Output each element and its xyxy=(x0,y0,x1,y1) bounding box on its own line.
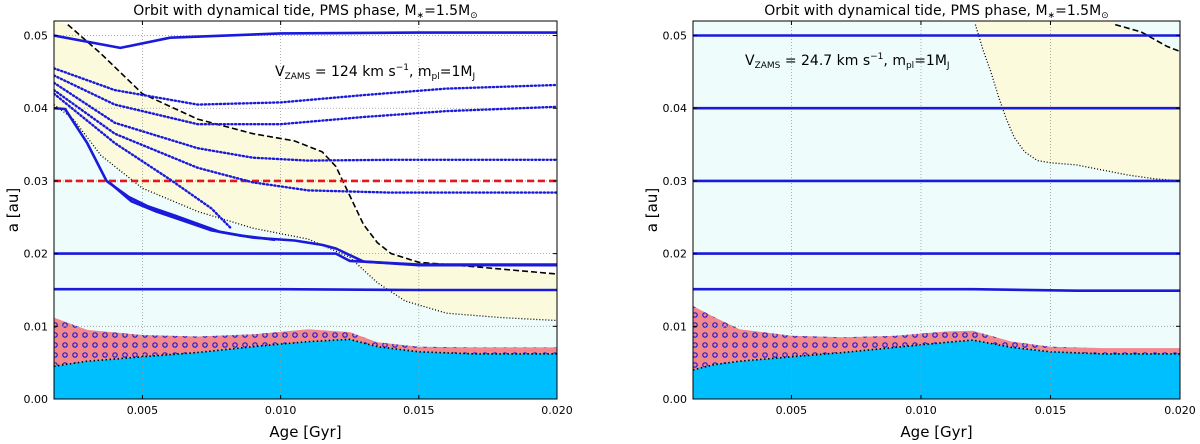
series-orbit-0.04 xyxy=(54,106,557,267)
annotation-params: VZAMS = 124 km s−1, mpl=1MJ xyxy=(275,63,475,82)
annot-sep: , m xyxy=(409,64,432,80)
annot-v-value: = 124 km s xyxy=(310,64,395,80)
annot-m-value: =1M xyxy=(914,53,947,69)
title-sun-subscript: ⊙ xyxy=(470,11,478,21)
title-mass: =1.5M xyxy=(1055,3,1101,19)
x-axis-label: Age [Gyr] xyxy=(269,423,341,441)
x-tick-label: 0.020 xyxy=(1164,404,1196,417)
y-tick-label: 0.00 xyxy=(663,393,688,406)
x-tick-label: 0.010 xyxy=(265,404,297,417)
annot-m-sub: pl xyxy=(906,61,914,71)
annot-m-value: =1M xyxy=(440,64,473,80)
chart-title: Orbit with dynamical tide, PMS phase, M∗… xyxy=(133,3,477,21)
annot-m-unit-sub: J xyxy=(471,72,475,82)
y-tick-label: 0.01 xyxy=(24,320,49,333)
annot-v: V xyxy=(745,53,755,69)
series-dotted-4 xyxy=(54,88,557,194)
annot-v-exp: −1 xyxy=(396,63,409,73)
y-tick-label: 0.01 xyxy=(663,320,688,333)
corotation-lower-line xyxy=(974,24,1180,182)
series-dotted-3 xyxy=(54,81,557,162)
star-radius-line xyxy=(693,339,1180,371)
x-tick-label: 0.015 xyxy=(403,404,435,417)
x-tick-label: 0.010 xyxy=(905,404,937,417)
y-tick-label: 0.02 xyxy=(663,248,688,261)
chart-title: Orbit with dynamical tide, PMS phase, M∗… xyxy=(764,3,1108,21)
corotation-cyan-region xyxy=(54,104,557,399)
y-tick-label: 0.02 xyxy=(24,248,49,261)
y-tick-label: 0.04 xyxy=(663,102,688,115)
y-tick-label: 0.05 xyxy=(663,30,688,43)
title-mass: =1.5M xyxy=(424,3,470,19)
series-orbit-0.04-branch xyxy=(108,181,276,242)
y-tick-label: 0.03 xyxy=(663,175,688,188)
annotation-params: VZAMS = 24.7 km s−1, mpl=1MJ xyxy=(745,52,950,71)
x-tick-label: 0.005 xyxy=(776,404,808,417)
title-text: Orbit with dynamical tide, PMS phase, M xyxy=(133,3,416,19)
x-tick-label: 0.020 xyxy=(541,404,573,417)
annot-m-unit-sub: J xyxy=(946,61,950,71)
annot-v: V xyxy=(275,64,285,80)
axes-frame xyxy=(692,20,1181,400)
y-tick-label: 0.03 xyxy=(24,175,49,188)
annot-v-sub: ZAMS xyxy=(285,72,311,82)
star-envelope-pattern xyxy=(693,306,1180,370)
series-dotted-5 xyxy=(54,92,233,230)
y-tick-label: 0.00 xyxy=(24,393,49,406)
annot-v-value: = 24.7 km s xyxy=(780,53,870,69)
series-orbit-0.015 xyxy=(693,287,1180,293)
series-dotted-1 xyxy=(54,67,557,106)
y-tick-label: 0.05 xyxy=(24,30,49,43)
title-star-subscript: ∗ xyxy=(1048,11,1056,21)
series-dotted-2 xyxy=(54,74,557,126)
panel-left: 0.005 0.010 0.015 0.020 0.00 0.01 0.02 0.03 0.04… xyxy=(4,3,573,441)
annot-sep: , m xyxy=(883,53,906,69)
title-sun-subscript: ⊙ xyxy=(1101,11,1109,21)
axes-frame xyxy=(53,20,558,400)
x-axis-label: Age [Gyr] xyxy=(900,423,972,441)
plot-area xyxy=(693,21,1180,399)
annot-v-exp: −1 xyxy=(870,52,883,62)
star-radius-region xyxy=(54,339,557,399)
star-radius-region xyxy=(693,340,1180,399)
plot-area xyxy=(54,21,557,399)
title-text: Orbit with dynamical tide, PMS phase, M xyxy=(764,3,1047,19)
y-tick-label: 0.04 xyxy=(24,102,49,115)
x-tick-label: 0.005 xyxy=(127,404,159,417)
corotation-lower-line xyxy=(54,104,557,322)
corotation-yellow-band xyxy=(54,21,557,321)
annot-m-sub: pl xyxy=(432,72,440,82)
title-star-subscript: ∗ xyxy=(417,11,425,21)
y-axis-label: a [au] xyxy=(643,188,661,232)
corotation-yellow-band xyxy=(975,21,1180,181)
series-orbit-0.02 xyxy=(54,252,557,266)
panel-right: 0.005 0.010 0.015 0.020 0.00 0.01 0.02 0.03 0.04… xyxy=(643,3,1196,441)
series-orbit-0.015 xyxy=(54,287,557,292)
corotation-upper-line xyxy=(67,23,557,275)
x-tick-label: 0.015 xyxy=(1035,404,1067,417)
star-envelope-pattern xyxy=(54,317,557,367)
annot-v-sub: ZAMS xyxy=(755,61,781,71)
corotation-upper-line xyxy=(1114,23,1180,53)
y-axis-label: a [au] xyxy=(4,188,22,232)
series-orbit-0.05 xyxy=(54,31,557,50)
